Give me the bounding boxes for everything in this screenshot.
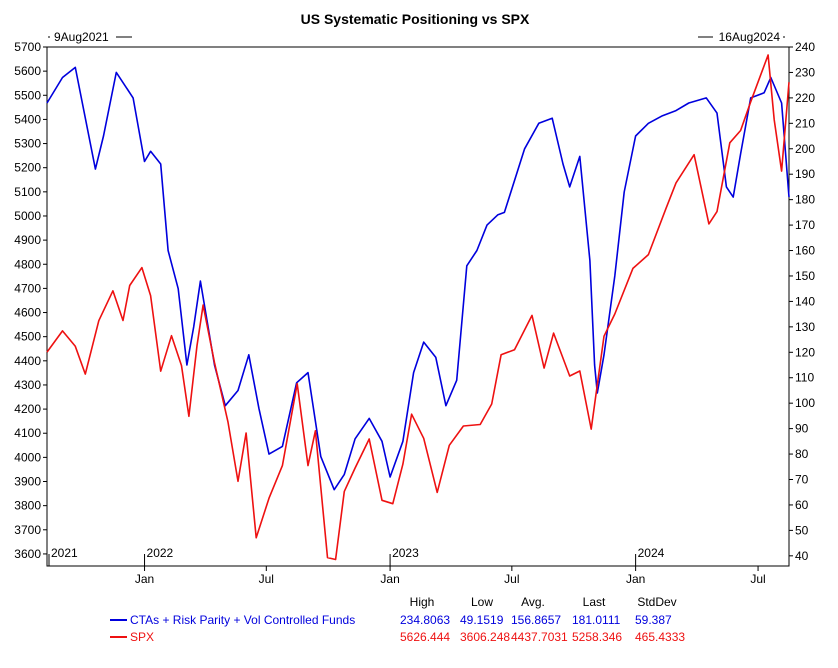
left-tick-label: 4600 [14, 306, 41, 320]
right-tick-label: 170 [795, 218, 815, 232]
year-label: 2021 [51, 546, 78, 560]
stats-value: 156.8657 [511, 613, 561, 627]
legend-label: CTAs + Risk Parity + Vol Controlled Fund… [130, 613, 355, 627]
stats-value: 234.8063 [400, 613, 450, 627]
positioning-line [46, 66, 790, 491]
stats-header: Avg. [521, 595, 545, 609]
left-tick-label: 3600 [14, 547, 41, 561]
right-tick-label: 40 [795, 549, 809, 563]
series-lines [46, 54, 790, 561]
left-tick-label: 4000 [14, 450, 41, 464]
x-tick-label: Jan [626, 572, 645, 586]
x-tick-label: Jul [504, 572, 519, 586]
right-tick-label: 160 [795, 244, 815, 258]
stats-header: StdDev [637, 595, 676, 609]
stats-value: 5258.346 [572, 630, 622, 644]
x-tick-label: Jul [259, 572, 274, 586]
axes: 3600 3700 3800 3900 4000 4100 4200 4300 4400 4500… [14, 40, 815, 586]
left-tick-label: 5600 [14, 64, 41, 78]
left-tick-label: 4400 [14, 354, 41, 368]
left-tick-label: 4700 [14, 281, 41, 295]
stats-value: 181.0111 [572, 613, 621, 627]
year-label: 2024 [638, 546, 665, 560]
left-tick-label: 5500 [14, 88, 41, 102]
right-tick-label: 50 [795, 523, 809, 537]
right-tick-label: 60 [795, 498, 809, 512]
right-tick-label: 240 [795, 40, 815, 54]
right-tick-label: 220 [795, 91, 815, 105]
right-tick-label: 90 [795, 422, 809, 436]
legend-label: SPX [130, 630, 154, 644]
right-tick-label: 230 [795, 65, 815, 79]
plot-frame [46, 46, 790, 567]
left-tick-label: 5000 [14, 209, 41, 223]
left-tick-label: 4900 [14, 233, 41, 247]
stats-header: High [410, 595, 435, 609]
stats-value: 4437.7031 [511, 630, 568, 644]
right-tick-label: 100 [795, 396, 815, 410]
right-tick-label: 140 [795, 294, 815, 308]
start-date-marker: 9Aug2021 [48, 29, 132, 44]
year-label: 2023 [392, 546, 419, 560]
left-tick-label: 4800 [14, 257, 41, 271]
left-tick-label: 4500 [14, 330, 41, 344]
left-tick-label: 5300 [14, 137, 41, 151]
chart-title: US Systematic Positioning vs SPX [301, 11, 530, 27]
stats-header: Last [583, 595, 606, 609]
left-tick-label: 4200 [14, 402, 41, 416]
right-tick-label: 120 [795, 345, 815, 359]
right-tick-label: 130 [795, 320, 815, 334]
left-tick-label: 5200 [14, 161, 41, 175]
left-tick-label: 3900 [14, 475, 41, 489]
stats-value: 465.4333 [635, 630, 685, 644]
right-tick-label: 70 [795, 473, 809, 487]
x-tick-label: Jan [135, 572, 154, 586]
right-tick-label: 200 [795, 142, 815, 156]
right-tick-label: 180 [795, 193, 815, 207]
year-label: 2022 [147, 546, 174, 560]
left-tick-label: 3700 [14, 523, 41, 537]
stats-header: Low [471, 595, 493, 609]
spx-line [46, 54, 790, 561]
left-tick-label: 5700 [14, 40, 41, 54]
end-date-marker: 16Aug2024 [698, 29, 785, 44]
left-tick-label: 4300 [14, 378, 41, 392]
x-tick-label: Jan [380, 572, 399, 586]
end-date-label: 16Aug2024 [719, 30, 781, 44]
stats-value: 5626.444 [400, 630, 450, 644]
stats-table: High Low Avg. Last StdDev CTAs + Risk Parity … [110, 595, 685, 644]
stats-value: 49.1519 [460, 613, 504, 627]
right-tick-label: 210 [795, 116, 815, 130]
right-tick-label: 190 [795, 167, 815, 181]
right-tick-label: 110 [795, 371, 814, 385]
start-date-label: 9Aug2021 [54, 30, 109, 44]
stats-value: 3606.248 [460, 630, 510, 644]
left-tick-label: 3800 [14, 499, 41, 513]
left-tick-label: 5400 [14, 112, 41, 126]
right-tick-label: 80 [795, 447, 809, 461]
x-tick-label: Jul [750, 572, 765, 586]
stats-value: 59.387 [635, 613, 672, 627]
left-tick-label: 4100 [14, 426, 41, 440]
right-tick-label: 150 [795, 269, 815, 283]
left-tick-label: 5100 [14, 185, 41, 199]
